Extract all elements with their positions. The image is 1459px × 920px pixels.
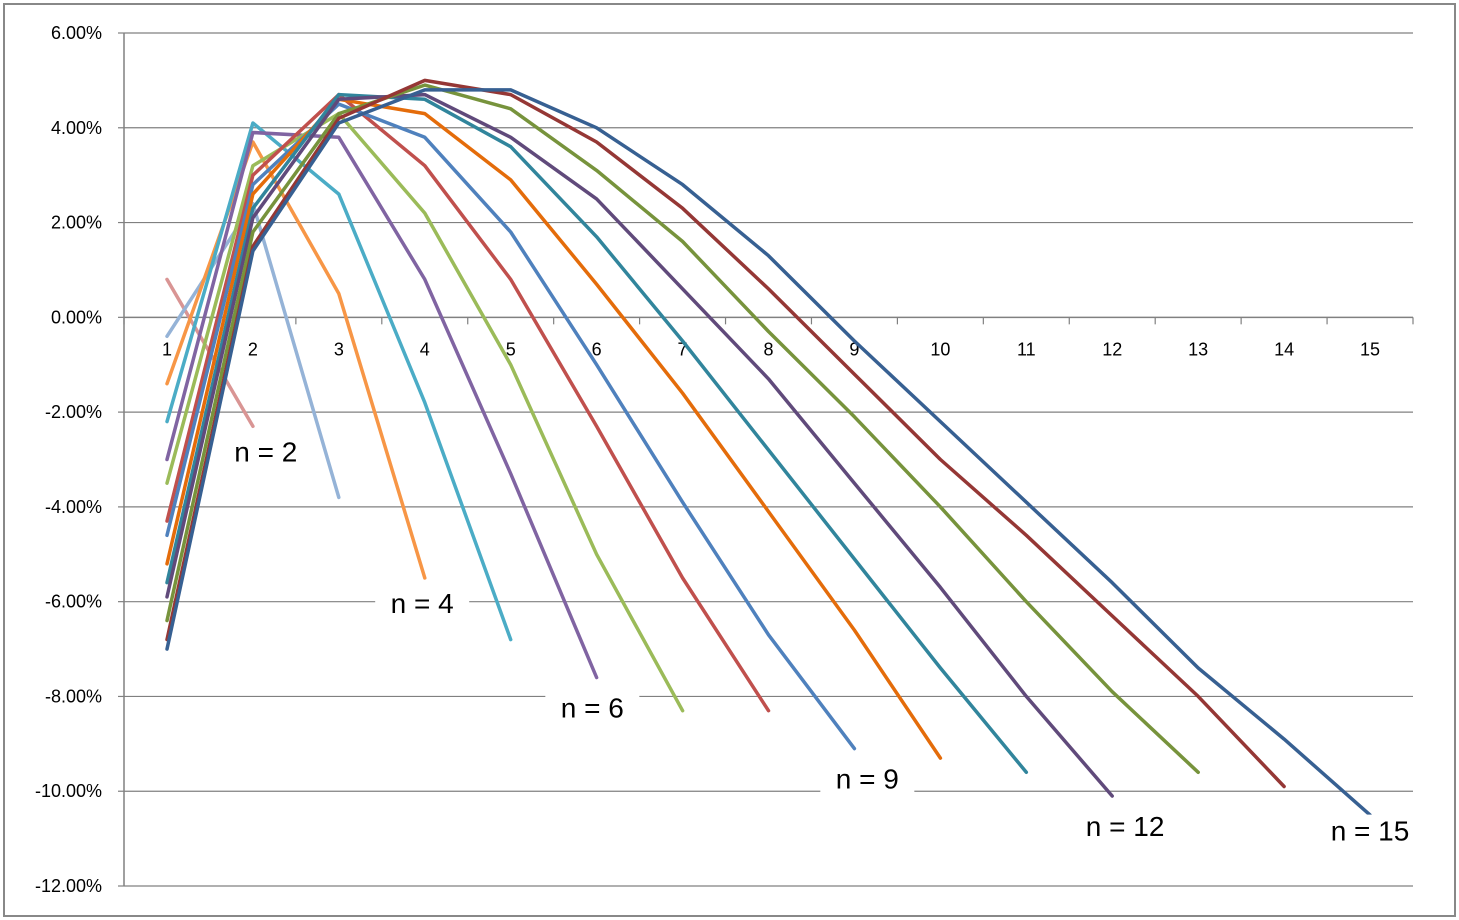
x-tick-label: 8 [763, 339, 773, 359]
y-tick-label: 0.00% [51, 307, 102, 327]
series-line-10 [165, 97, 943, 760]
annotation-label: n = 12 [1086, 811, 1165, 842]
x-tick-label: 4 [420, 339, 430, 359]
annotation-bg [545, 691, 640, 726]
series-line-13 [165, 83, 1200, 775]
y-axis: 6.00% 4.00% 2.00% 0.00% -2.00% -4.00% -6.00% -8… [35, 23, 125, 896]
series-line-12 [165, 92, 1114, 798]
series-line-9 [165, 102, 857, 751]
y-tick-label: -12.00% [35, 876, 102, 896]
y-tick-label: -8.00% [45, 686, 102, 706]
annotation-label: n = 4 [391, 588, 454, 619]
y-tick-label: -10.00% [35, 781, 102, 801]
x-tick-label: 14 [1274, 339, 1294, 359]
x-tick-label: 9 [849, 339, 859, 359]
y-tick-label: -2.00% [45, 402, 102, 422]
x-tick-label: 1 [162, 339, 172, 359]
annotation-label: n = 6 [561, 692, 624, 723]
y-tick-label: 2.00% [51, 213, 102, 233]
x-tick-label: 10 [930, 339, 950, 359]
series-line-14 [165, 78, 1286, 789]
x-tick-label: 5 [506, 339, 516, 359]
annotation-label: n = 9 [836, 763, 899, 794]
x-tick-label: 7 [678, 339, 688, 359]
y-tick-label: 6.00% [51, 23, 102, 43]
series-line-5 [165, 121, 513, 642]
y-tick-label: -4.00% [45, 497, 102, 517]
annotation-bg [820, 762, 915, 797]
x-axis: 1 2 3 4 5 6 7 8 9 10 11 12 13 14 15 [123, 317, 1414, 359]
gridlines [124, 32, 1413, 887]
series-line-8 [165, 92, 771, 713]
y-tick-label: 4.00% [51, 118, 102, 138]
x-tick-label: 11 [1017, 339, 1036, 359]
x-tick-label: 13 [1188, 339, 1208, 359]
x-tick-label: 6 [592, 339, 602, 359]
x-tick-label: 2 [248, 339, 258, 359]
series-line-4 [165, 140, 427, 580]
x-tick-label: 12 [1102, 339, 1122, 359]
annotation-bg [1316, 814, 1425, 849]
series-line-15 [165, 88, 1372, 817]
series-line-11 [165, 92, 1029, 775]
annotation-bg [375, 587, 470, 622]
series-lines [165, 78, 1372, 817]
x-tick-label: 3 [334, 339, 344, 359]
annotation-bg [218, 435, 313, 470]
y-tick-label: -6.00% [45, 592, 102, 612]
annotation-bg [1071, 809, 1180, 844]
annotation-label: n = 2 [234, 437, 297, 468]
series-line-7 [165, 111, 685, 713]
annotations: n = 2 n = 4 n = 6 n = 9 n = 12 n = 15 [218, 435, 1425, 849]
series-line-3 [165, 201, 341, 500]
x-tick-label: 15 [1360, 339, 1380, 359]
series-line-6 [165, 130, 599, 680]
annotation-label: n = 15 [1331, 816, 1410, 847]
